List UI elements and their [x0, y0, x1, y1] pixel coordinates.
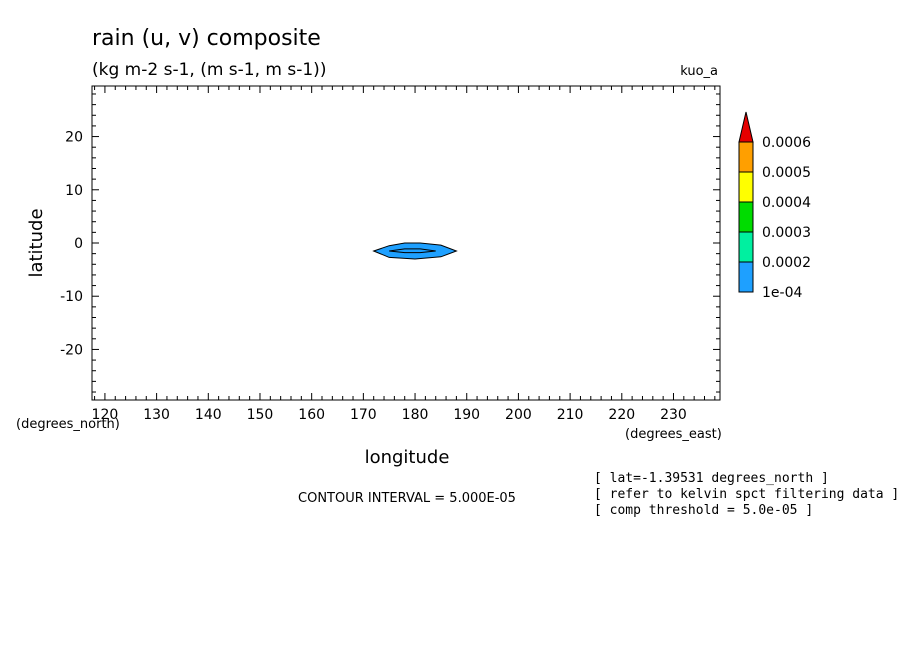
- x-tick-label: 170: [350, 407, 377, 423]
- axis-ticks: [92, 86, 720, 400]
- y-tick-label: 10: [65, 183, 83, 199]
- contour-interval: CONTOUR INTERVAL = 5.000E-05: [298, 491, 516, 506]
- x-tick-label: 220: [608, 407, 635, 423]
- colorbar-label: 0.0006: [762, 135, 811, 151]
- note-threshold: [ comp threshold = 5.0e-05 ]: [594, 503, 813, 518]
- y-tick-label: 0: [74, 236, 83, 252]
- x-tick-label: 230: [660, 407, 687, 423]
- x-tick-label: 150: [247, 407, 274, 423]
- note-filtering: [ refer to kelvin spct filtering data ]: [594, 487, 899, 502]
- x-tick-label: 160: [298, 407, 325, 423]
- colorbar-segment: [738, 261, 754, 293]
- x-tick-label: 130: [143, 407, 170, 423]
- contour-1: [389, 248, 436, 254]
- x-tick-label: 140: [195, 407, 222, 423]
- colorbar-segment: [738, 231, 754, 263]
- chart-subtitle: (kg m-2 s-1, (m s-1, m s-1)): [92, 60, 326, 80]
- y-tick-label: 20: [65, 130, 83, 146]
- tick-labels: 120 130 140 150 160 170 180 190 200 210 220 230 20 10…: [60, 130, 687, 423]
- colorbar-label: 1e-04: [762, 285, 802, 301]
- colorbar: 0.0006 0.0005 0.0004 0.0003 0.0002 1e-04: [738, 111, 811, 301]
- plot-frame: [91, 85, 721, 401]
- y-tick-label: -20: [60, 342, 83, 358]
- colorbar-arrow: [738, 111, 754, 143]
- y-axis-units: (degrees_north): [16, 417, 120, 432]
- plot-area: 120 130 140 150 160 170 180 190 200 210 220 230 20 10…: [60, 85, 721, 423]
- note-latitude: [ lat=-1.39531 degrees_north ]: [594, 471, 829, 486]
- colorbar-segment: [738, 141, 754, 173]
- x-tick-label: 120: [92, 407, 119, 423]
- colorbar-label: 0.0005: [762, 165, 811, 181]
- x-axis-label: longitude: [365, 447, 450, 468]
- colorbar-label: 0.0004: [762, 195, 811, 211]
- colorbar-segment: [738, 171, 754, 203]
- y-axis-label: latitude: [26, 208, 47, 277]
- x-tick-label: 200: [505, 407, 532, 423]
- colorbar-label: 0.0002: [762, 255, 811, 271]
- colorbar-segment: [738, 201, 754, 233]
- chart-title: rain (u, v) composite: [92, 26, 321, 51]
- y-tick-label: -10: [60, 289, 83, 305]
- run-tag: kuo_a: [680, 64, 718, 79]
- x-tick-label: 210: [557, 407, 584, 423]
- x-tick-label: 190: [453, 407, 480, 423]
- x-axis-units: (degrees_east): [625, 427, 722, 442]
- contour-layer: [372, 242, 458, 260]
- colorbar-label: 0.0003: [762, 225, 811, 241]
- x-tick-label: 180: [402, 407, 429, 423]
